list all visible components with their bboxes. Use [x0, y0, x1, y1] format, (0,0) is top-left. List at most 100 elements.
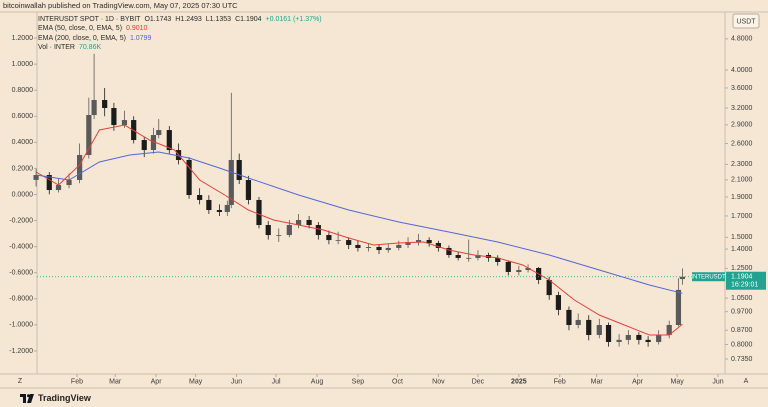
x-tick-label: Oct — [392, 378, 403, 385]
candle-body — [91, 99, 97, 116]
change: +0.0161 (+1.37%) — [265, 16, 322, 23]
footer: TradingView — [20, 393, 91, 403]
x-tick-label: Jul — [272, 378, 281, 385]
candle-body — [586, 319, 592, 335]
y2-tick-label: -0.4000 — [9, 243, 33, 250]
candle-body — [256, 199, 262, 226]
x-tick-label: May — [671, 378, 685, 385]
candle-body — [206, 199, 212, 211]
x-tick-label: Jun — [712, 378, 723, 385]
candle-body — [236, 159, 242, 180]
currency-box[interactable] — [732, 13, 760, 29]
x-tick-label: Mar — [109, 378, 122, 385]
y-tick-label: 1.5000 — [731, 234, 753, 241]
candle-body — [77, 155, 83, 180]
candle-body — [166, 130, 172, 151]
candle-body — [675, 289, 682, 325]
corner-right[interactable]: A — [744, 378, 749, 385]
ema-line — [35, 124, 683, 336]
candle-body — [605, 324, 612, 342]
candle-body — [636, 334, 642, 340]
y2-tick-label: -1.0000 — [9, 322, 33, 329]
x-tick-label: Jun — [231, 378, 242, 385]
ohlc-low: L1.1353 — [205, 16, 232, 23]
candle-body — [102, 99, 108, 109]
candle-body — [495, 257, 501, 262]
candle-body — [475, 255, 481, 258]
candle-body — [656, 334, 662, 342]
x-tick-label: Apr — [151, 378, 163, 385]
brand: TradingView — [38, 393, 91, 403]
y-tick-label: 1.9000 — [731, 194, 753, 201]
y2-tick-label: 0.6000 — [12, 113, 34, 120]
y-tick-label: 3.6000 — [731, 85, 753, 92]
symbol: INTERUSDT SPOT · 1D · BYBIT — [38, 16, 141, 23]
y-tick-label: 0.7350 — [731, 356, 753, 363]
y2-tick-label: -0.2000 — [9, 217, 33, 224]
volume-name: Vol · INTER — [38, 43, 75, 51]
legend-row: Vol · INTER 70.86K — [38, 43, 322, 52]
currency[interactable]: USDT — [736, 18, 756, 25]
legend-row: EMA (50, close, 0, EMA, 5) 0.9010 — [38, 24, 322, 33]
candle-body — [150, 135, 157, 151]
y-tick-label: 2.3000 — [731, 161, 753, 168]
candle-body — [385, 247, 391, 251]
candle-body — [86, 115, 92, 156]
candle-body — [376, 247, 382, 251]
y2-tick-label: 1.2000 — [12, 35, 34, 42]
ohlc-close: C1.1904 — [235, 16, 262, 23]
candle-body — [405, 242, 411, 245]
y2-tick-label: -0.6000 — [9, 270, 33, 277]
price-tag-value: 1.1904 — [731, 274, 753, 281]
candle-body — [466, 257, 472, 259]
candle-body — [295, 220, 302, 226]
candle-body — [396, 244, 402, 248]
candle-body — [66, 179, 72, 186]
x-tick-label: Dec — [472, 378, 485, 385]
x-tick-label: 2025 — [511, 378, 527, 385]
x-tick-label: Apr — [632, 378, 644, 385]
candle-body — [426, 240, 432, 243]
candle-body — [666, 324, 672, 335]
price-tag-countdown: 16:29:01 — [731, 282, 758, 289]
candle-body — [33, 175, 39, 180]
y-tick-label: 1.7000 — [731, 213, 753, 220]
y-tick-label: 2.9000 — [731, 122, 753, 129]
candle-body — [55, 185, 62, 191]
candle-body — [276, 235, 282, 236]
y-tick-label: 2.1000 — [731, 177, 753, 184]
candle-body — [566, 309, 572, 325]
legend: INTERUSDT SPOT · 1D · BYBIT O1.1743 H1.2… — [38, 15, 322, 52]
y-tick-label: 4.0000 — [731, 67, 753, 74]
candle-body — [555, 295, 562, 310]
volume-value: 70.86K — [78, 43, 102, 51]
candle-body — [326, 235, 332, 241]
y2-tick-label: -0.8000 — [9, 296, 33, 303]
candle-body — [625, 334, 631, 340]
legend-row: INTERUSDT SPOT · 1D · BYBIT O1.1743 H1.2… — [38, 15, 322, 24]
candle-body — [679, 276, 685, 280]
candle-body — [575, 319, 581, 325]
x-tick-label: Aug — [311, 378, 324, 385]
logo — [20, 393, 34, 403]
y2-tick-label: 1.0000 — [12, 61, 34, 68]
y2-tick-label: -1.2000 — [9, 348, 33, 355]
corner-left[interactable]: Z — [18, 378, 23, 385]
x-tick-label: Mar — [591, 378, 604, 385]
y-tick-label: 4.8000 — [731, 36, 753, 43]
candle-body — [245, 179, 252, 200]
y2-tick-label: 0.4000 — [12, 139, 34, 146]
symbol-tag — [692, 272, 725, 282]
ohlc-high: H1.2493 — [175, 16, 202, 23]
header: bitcoinwallah published on TradingView.c… — [3, 1, 238, 10]
candle-body — [216, 210, 223, 212]
candle-body — [346, 240, 352, 245]
legend-value: 0.9010 — [126, 25, 148, 33]
x-tick-label: Nov — [432, 378, 445, 385]
candle-body — [516, 270, 522, 272]
y-tick-label: 3.2000 — [731, 105, 753, 112]
x-tick-label: Feb — [71, 378, 83, 385]
y-tick-label: 0.8700 — [731, 327, 753, 334]
